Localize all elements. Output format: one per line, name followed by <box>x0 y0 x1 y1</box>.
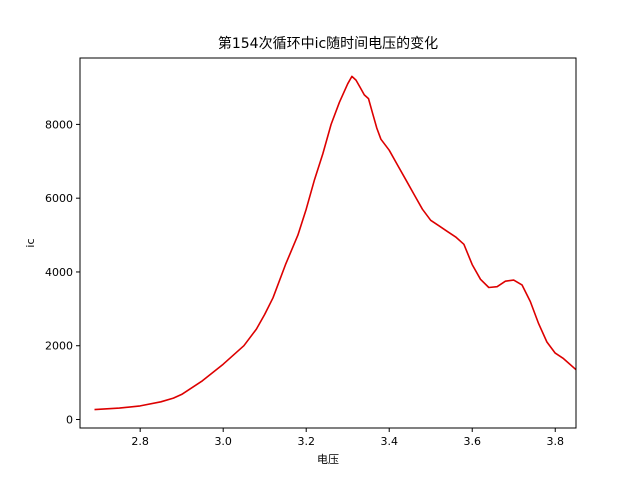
plot-frame <box>79 57 577 429</box>
x-tick-label: 3.2 <box>297 435 315 448</box>
y-tick-label: 2000 <box>45 340 73 353</box>
plot-layer <box>94 75 576 411</box>
x-axis-label: 电压 <box>317 453 339 466</box>
y-tick-label: 6000 <box>45 192 73 205</box>
series-line-0 <box>94 75 576 411</box>
y-tick-label: 8000 <box>45 118 73 131</box>
y-tick-label: 4000 <box>45 266 73 279</box>
y-tick-label: 0 <box>66 414 73 427</box>
chart-title: 第154次循环中ic随时间电压的变化 <box>218 35 438 52</box>
x-tick-label: 3.6 <box>463 435 481 448</box>
x-tick-label: 2.8 <box>131 435 149 448</box>
ticks-layer: 2.8 3.0 3.2 3.4 3.6 3.8 0 2000 4000 6000 8000 <box>45 118 564 448</box>
x-tick-label: 3.0 <box>214 435 232 448</box>
y-axis-label: ic <box>24 238 37 247</box>
x-tick-label: 3.8 <box>546 435 564 448</box>
x-tick-label: 3.4 <box>380 435 398 448</box>
